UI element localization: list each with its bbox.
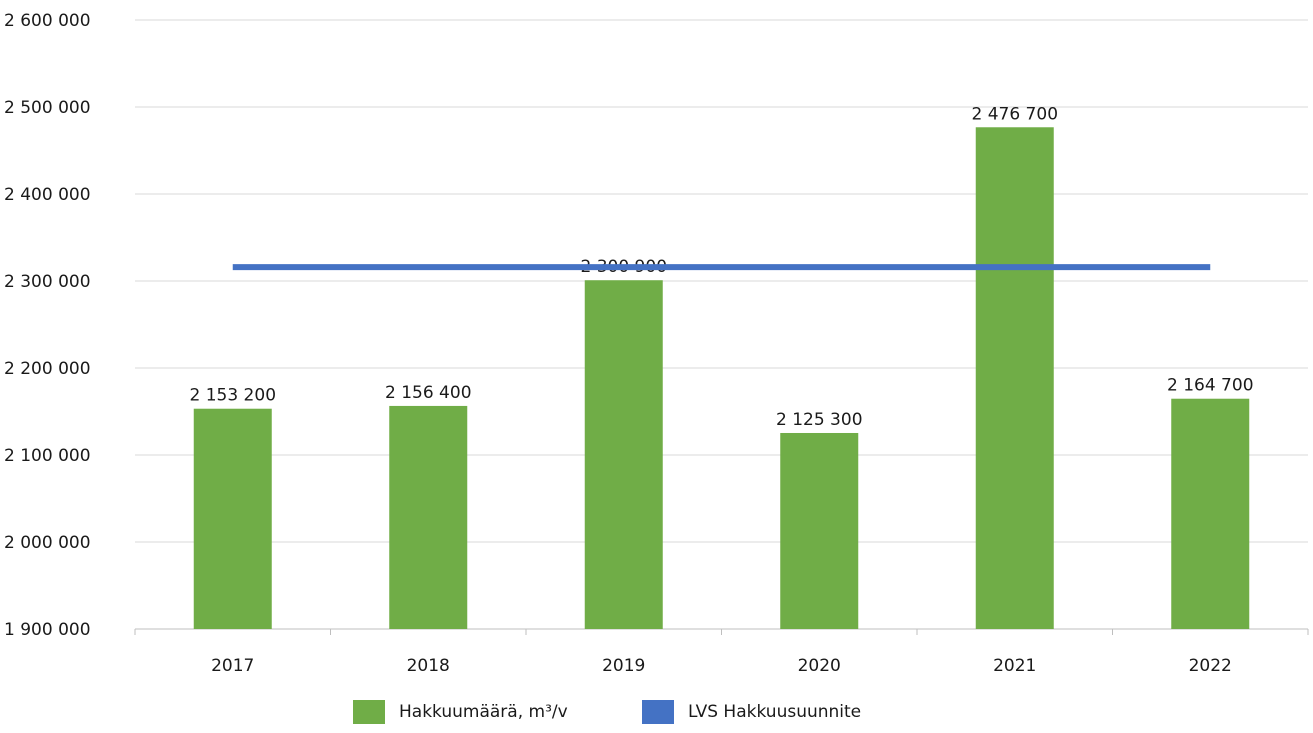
y-tick-label: 2 500 000	[4, 98, 91, 118]
x-tick-label: 2022	[1189, 656, 1232, 676]
chart-svg: 1 900 000 2 000 000 2 100 000 2 200 000 2 30…	[4, 11, 1309, 676]
y-tick-label: 2 300 000	[4, 272, 91, 292]
bar	[780, 432, 859, 629]
bar	[584, 280, 663, 629]
legend-swatch-bars	[353, 700, 385, 724]
legend-label-line: LVS Hakkuusuunnite	[688, 702, 862, 722]
bar-data-label: 2 476 700	[971, 104, 1058, 124]
legend-swatch-line	[642, 700, 674, 724]
x-tick-label: 2018	[407, 656, 450, 676]
x-tick-label: 2017	[211, 656, 254, 676]
x-tick-label: 2020	[798, 656, 841, 676]
bar	[193, 408, 272, 629]
bar-data-label: 2 153 200	[189, 386, 276, 406]
bar	[389, 405, 468, 629]
y-tick-label: 2 600 000	[4, 11, 91, 31]
bar	[975, 127, 1054, 630]
legend-item-line: LVS Hakkuusuunnite	[642, 700, 861, 724]
x-tick-label: 2019	[602, 656, 645, 676]
bar	[1171, 398, 1250, 629]
y-tick-label: 1 900 000	[4, 620, 91, 640]
y-tick-label: 2 400 000	[4, 185, 91, 205]
legend-label-bars: Hakkuumäärä, m³/v	[399, 702, 568, 722]
y-tick-label: 2 000 000	[4, 533, 91, 553]
legend: Hakkuumäärä, m³/v LVS Hakkuusuunnite	[0, 700, 1313, 730]
y-tick-label: 2 100 000	[4, 446, 91, 466]
y-tick-label: 2 200 000	[4, 359, 91, 379]
legend-item-bars: Hakkuumäärä, m³/v	[353, 700, 568, 724]
bar-data-label: 2 164 700	[1167, 376, 1254, 396]
x-tick-label: 2021	[993, 656, 1036, 676]
bar-data-label: 2 125 300	[776, 410, 863, 430]
bar-data-label: 2 156 400	[385, 383, 472, 403]
